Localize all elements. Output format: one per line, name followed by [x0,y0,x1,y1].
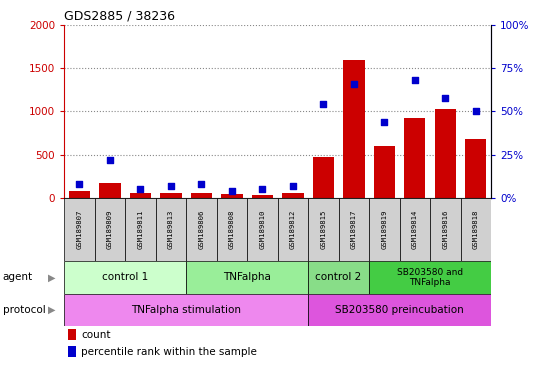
Bar [217,198,247,261]
Text: TNFalpha stimulation: TNFalpha stimulation [131,305,241,315]
Bar [64,198,95,261]
Bar [312,157,334,198]
Bar [247,198,277,261]
Bar [95,198,125,261]
Bar [343,60,364,198]
Bar [69,191,90,198]
Bar [404,118,426,198]
Bar [465,139,487,198]
Point [380,119,389,125]
Text: SB203580 preincubation: SB203580 preincubation [335,305,464,315]
Bar [430,198,460,261]
Text: GSM189811: GSM189811 [137,210,143,249]
Point [136,186,145,192]
Bar [308,261,369,294]
Bar [282,193,304,198]
Text: TNFalpha: TNFalpha [223,272,271,283]
Point [197,181,206,187]
Text: GSM189815: GSM189815 [320,210,326,249]
Bar [369,198,400,261]
Bar [374,146,395,198]
Text: GSM189808: GSM189808 [229,210,235,249]
Text: GSM189810: GSM189810 [259,210,266,249]
Bar [64,261,186,294]
Text: control 2: control 2 [315,272,362,283]
Bar [125,198,156,261]
Point [105,157,114,163]
Point [441,94,450,101]
Point [166,183,175,189]
Text: percentile rank within the sample: percentile rank within the sample [81,347,257,357]
Bar [460,198,491,261]
Bar [69,346,76,358]
Text: control 1: control 1 [102,272,148,283]
Text: SB203580 and
TNFalpha: SB203580 and TNFalpha [397,268,463,287]
Bar [186,261,308,294]
Bar [186,198,217,261]
Text: GSM189818: GSM189818 [473,210,479,249]
Text: GDS2885 / 38236: GDS2885 / 38236 [64,9,175,22]
Point [228,188,237,194]
Bar [69,329,76,340]
Text: agent: agent [3,272,33,283]
Text: GSM189814: GSM189814 [412,210,418,249]
Text: GSM189819: GSM189819 [381,210,387,249]
Point [349,81,358,87]
Text: GSM189813: GSM189813 [168,210,174,249]
Bar [99,183,121,198]
Text: GSM189807: GSM189807 [76,210,83,249]
Bar [339,198,369,261]
Bar [252,195,273,198]
Bar [191,193,212,198]
Text: GSM189809: GSM189809 [107,210,113,249]
Bar [129,193,151,198]
Text: GSM189812: GSM189812 [290,210,296,249]
Point [472,108,480,114]
Bar [308,198,339,261]
Point [258,186,267,192]
Text: protocol: protocol [3,305,46,315]
Bar [64,294,308,326]
Bar [308,294,491,326]
Bar [435,109,456,198]
Text: GSM189817: GSM189817 [351,210,357,249]
Bar [400,198,430,261]
Text: GSM189816: GSM189816 [442,210,448,249]
Text: ▶: ▶ [49,305,56,315]
Point [410,77,419,83]
Bar [221,194,243,198]
Text: GSM189806: GSM189806 [199,210,204,249]
Bar [278,198,308,261]
Point [319,101,328,108]
Text: ▶: ▶ [49,272,56,283]
Point [288,183,297,189]
Bar [369,261,491,294]
Text: count: count [81,330,110,340]
Bar [156,198,186,261]
Point [75,181,84,187]
Bar [160,193,181,198]
